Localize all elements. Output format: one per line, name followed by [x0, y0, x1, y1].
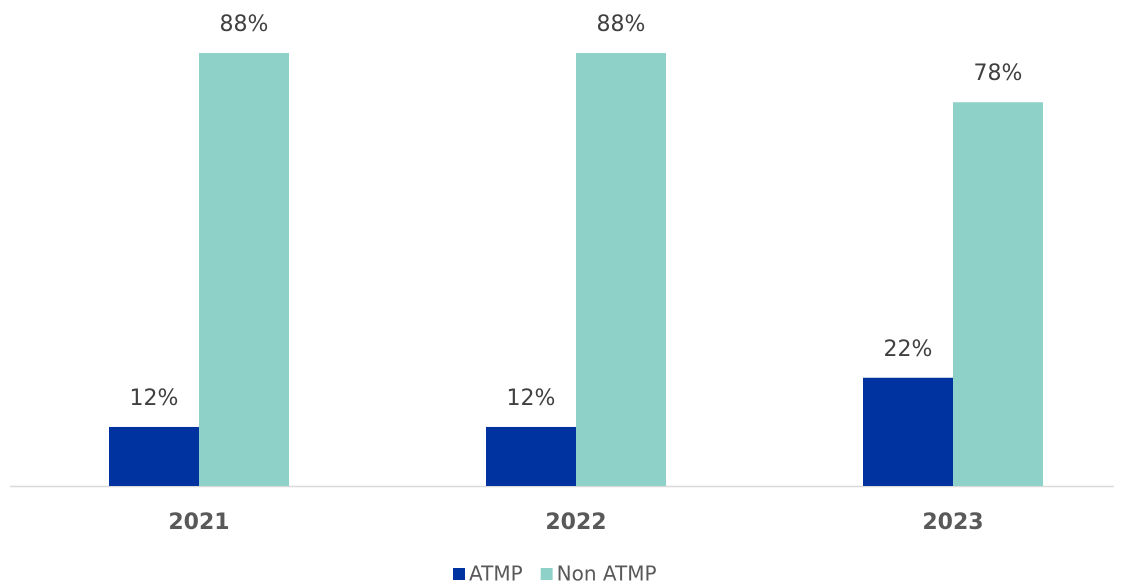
- data-label: 88%: [220, 12, 269, 37]
- x-tick-label: 2023: [922, 510, 983, 535]
- data-label: 22%: [884, 337, 933, 362]
- bar: [953, 102, 1043, 487]
- legend-label: ATMP: [469, 562, 523, 584]
- data-label: 88%: [597, 12, 646, 37]
- data-label: 12%: [130, 386, 179, 411]
- bar: [486, 426, 576, 486]
- legend-swatch: [453, 568, 465, 580]
- data-label: 12%: [507, 386, 556, 411]
- bar: [576, 53, 666, 486]
- x-tick-label: 2022: [545, 510, 606, 535]
- data-label: 78%: [974, 61, 1023, 86]
- legend-swatch: [540, 568, 553, 580]
- bar: [863, 377, 953, 486]
- x-tick-label: 2021: [168, 510, 229, 535]
- bar: [199, 53, 289, 486]
- legend-label: Non ATMP: [557, 562, 657, 584]
- bar: [109, 426, 199, 486]
